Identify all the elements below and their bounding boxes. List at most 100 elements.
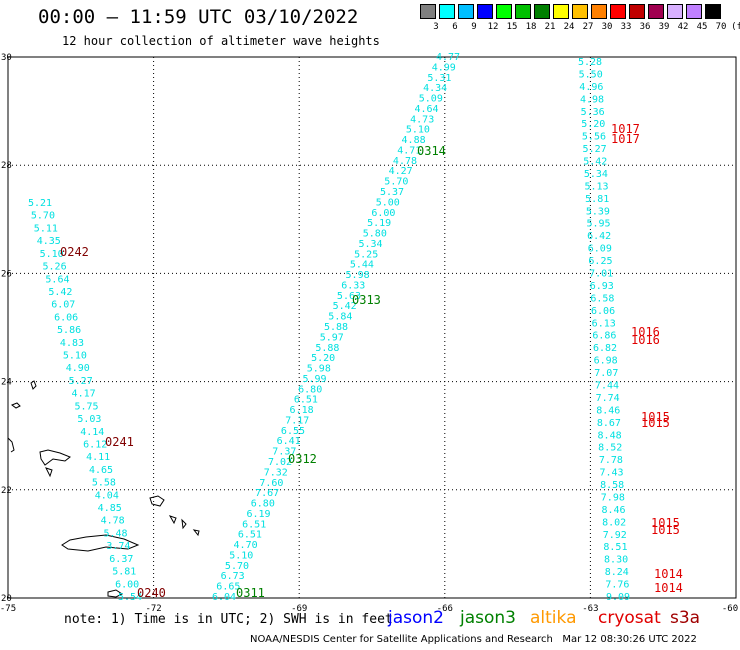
wave-height-value: 4.64 [414, 104, 438, 115]
wave-height-value: 8.51 [603, 542, 627, 553]
time-label: 0241 [105, 435, 134, 449]
wave-height-value: 5.56 [582, 132, 606, 143]
island-outline [7, 437, 15, 453]
wave-height-value: 6.55 [281, 426, 305, 437]
wave-height-value: 5.39 [586, 206, 610, 217]
wave-height-value: 6.00 [371, 208, 395, 219]
footer-credit: NOAA/NESDIS Center for Satellite Applica… [250, 634, 697, 645]
wave-height-value: 5.13 [585, 181, 609, 192]
wave-height-value: 4.65 [89, 465, 113, 476]
satellite-legend-cryosat: cryosat [598, 608, 661, 628]
scale-swatch [420, 4, 436, 19]
wave-height-value: 7.37 [272, 447, 296, 458]
island-outline [39, 449, 71, 466]
wave-height-value: 5.80 [363, 229, 387, 240]
wave-height-value: 5.19 [367, 218, 391, 229]
wave-height-value: 4.88 [402, 135, 426, 146]
island-outline [45, 467, 53, 478]
wave-height-value: 5.20 [581, 119, 605, 130]
wave-height-value: 9.09 [606, 592, 630, 603]
time-label: 0242 [60, 245, 89, 259]
wave-height-value: 5.63 [337, 291, 361, 302]
lat-tick-label: 26 [1, 269, 12, 279]
island-outline [181, 518, 187, 530]
scale-swatch [572, 4, 588, 19]
wave-height-value: 5.81 [585, 194, 609, 205]
wave-height-value: 5.99 [302, 374, 326, 385]
scale-label: 21 [544, 22, 556, 32]
scale-label: 70 [715, 22, 727, 32]
wave-height-value: 5.84 [328, 312, 352, 323]
island-outline [149, 495, 165, 507]
scale-swatch [439, 4, 455, 19]
wave-height-value: 5.36 [581, 107, 605, 118]
wave-height-value: 8.67 [597, 418, 621, 429]
island-outline [192, 529, 200, 537]
wave-height-value: 5.31 [427, 73, 451, 84]
scale-swatch [496, 4, 512, 19]
wave-height-value: 6.12 [83, 439, 107, 450]
wave-height-value: 5.48 [103, 528, 127, 539]
lon-tick-label: -72 [145, 604, 161, 614]
wave-height-value: 4.04 [95, 490, 119, 501]
wave-height-value: 5.42 [333, 301, 357, 312]
time-label: 0240 [137, 586, 166, 600]
time-label: 1015 [651, 523, 680, 537]
scale-unit: (ft) [731, 22, 740, 32]
lat-tick-label: 20 [1, 594, 12, 604]
satellite-legend-s3a: s3a [670, 608, 701, 628]
lon-tick-label: -75 [0, 604, 16, 614]
wave-height-value: 6.06 [591, 306, 615, 317]
wave-height-value: 5.70 [225, 561, 249, 572]
wave-height-value: 5.98 [307, 364, 331, 375]
wave-height-value: 4.71 [397, 145, 421, 156]
map-frame [7, 56, 737, 599]
wave-height-value: 4.27 [389, 166, 413, 177]
wave-height-value: 5.70 [384, 177, 408, 188]
wave-height-value: 6.73 [221, 571, 245, 582]
wave-height-value: 7.76 [605, 580, 629, 591]
wave-height-value: 3.74 [106, 541, 130, 552]
scale-label: 15 [506, 22, 518, 32]
wave-height-value: 6.58 [590, 293, 614, 304]
wave-height-value: 5.10 [40, 249, 64, 260]
time-label: 0311 [236, 586, 265, 600]
page-subtitle: 12 hour collection of altimeter wave hei… [62, 34, 380, 48]
scale-label: 9 [471, 22, 477, 32]
wave-height-value: 5.95 [586, 219, 610, 230]
island-outline [61, 534, 140, 552]
wave-height-value: 6.00 [115, 579, 139, 590]
wave-height-value: 6.80 [298, 384, 322, 395]
wave-height-value: 7.32 [264, 467, 288, 478]
lat-tick-label: 24 [1, 378, 12, 388]
wave-height-value: 6.51 [238, 530, 262, 541]
time-label: 1016 [631, 325, 660, 339]
scale-label: 36 [639, 22, 651, 32]
wave-height-value: 6.18 [290, 405, 314, 416]
time-label: 0313 [352, 293, 381, 307]
wave-height-value: 4.99 [432, 62, 456, 73]
wave-height-value: 4.17 [72, 389, 96, 400]
scale-label: 30 [601, 22, 613, 32]
time-label: 1017 [611, 132, 640, 146]
wave-height-value: 5.75 [74, 401, 98, 412]
wave-height-value: 5.44 [350, 260, 374, 271]
wave-height-value: 6.51 [242, 519, 266, 530]
wave-height-value: 5.34 [584, 169, 608, 180]
wave-height-value: 5.26 [43, 262, 67, 273]
wave-height-value: 5.20 [311, 353, 335, 364]
wave-height-value: 6.04 [212, 592, 236, 603]
wave-height-value: 6.09 [588, 244, 612, 255]
wave-height-value: 5.58 [92, 478, 116, 489]
scale-swatch [553, 4, 569, 19]
scale-swatch [648, 4, 664, 19]
wave-height-value: 5.98 [346, 270, 370, 281]
wave-height-value: 7.01 [589, 269, 613, 280]
scale-label: 27 [582, 22, 594, 32]
time-label: 0314 [417, 144, 446, 158]
wave-height-value: 5.10 [229, 550, 253, 561]
island-outline [10, 402, 21, 409]
wave-height-value: 8.30 [604, 555, 628, 566]
wave-height-value: 7.78 [599, 455, 623, 466]
wave-height-value: 8.48 [598, 430, 622, 441]
